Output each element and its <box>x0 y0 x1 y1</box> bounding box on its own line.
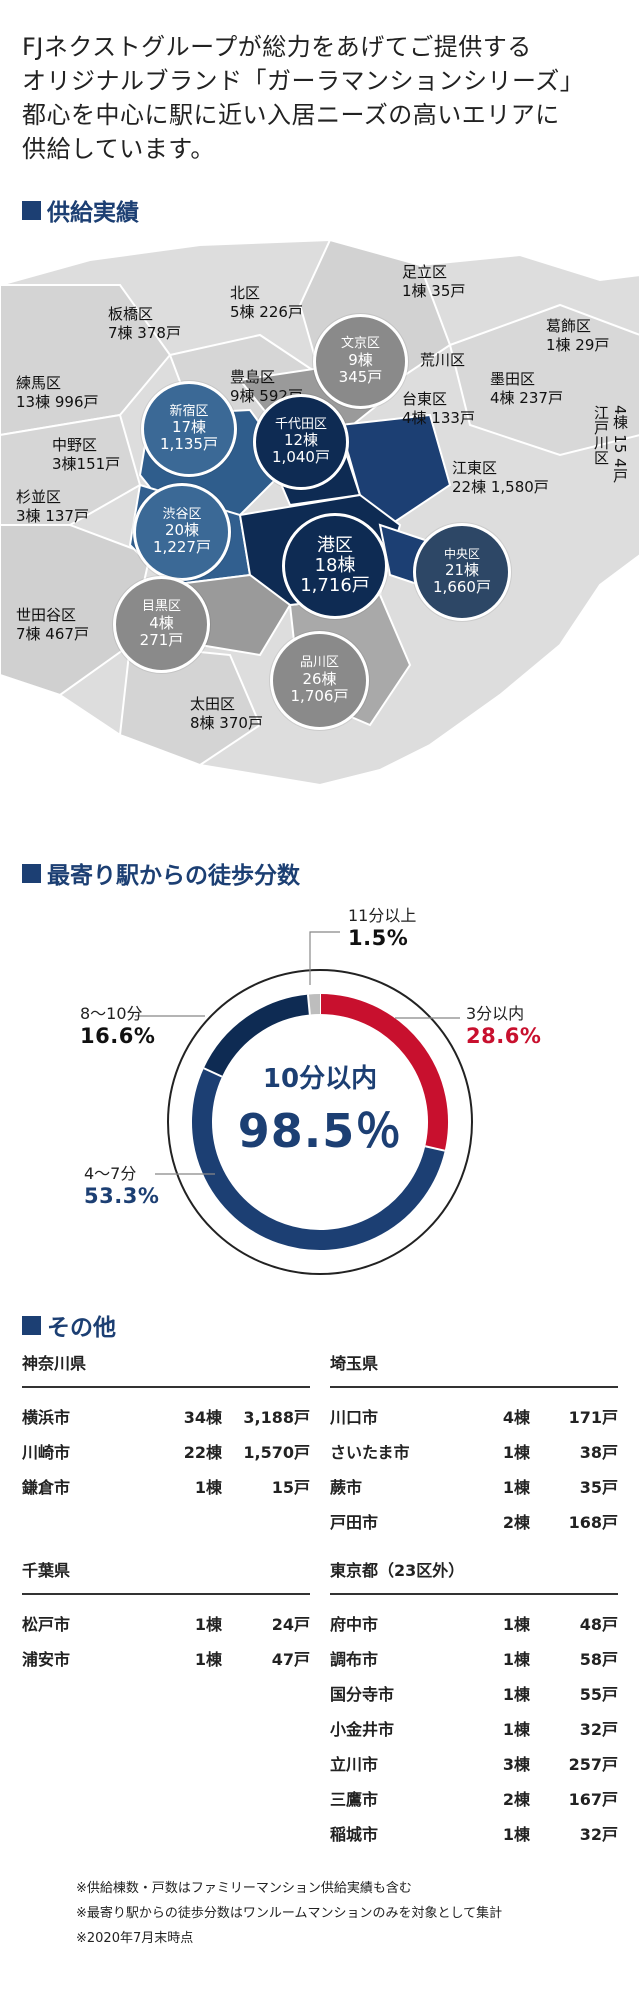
other-section-title: その他 <box>22 1308 116 1342</box>
donut-outer-ring <box>167 969 473 1275</box>
table-row: 鎌倉市 1棟 15戸 <box>22 1477 310 1497</box>
table-saitama: 埼玉県 川口市 4棟 171戸 さいたま市 1棟 38戸 蕨市 1棟 35戸 戸田市 2棟 16… <box>330 1350 618 1538</box>
table-row: 立川市 3棟 257戸 <box>330 1754 618 1774</box>
label-8-10min: 8〜10分 16.6% <box>80 1000 155 1048</box>
section-title-text: 最寄り駅からの徒歩分数 <box>47 863 300 889</box>
table-row: 横浜市 34棟 3,188戸 <box>22 1407 310 1427</box>
ward-edogawa: 江戸川区 4棟 15 4戸 <box>592 405 629 483</box>
ward-sumida: 墨田区 4棟 237戸 <box>490 370 563 407</box>
bubble-minato: 港区 18棟 1,716戸 <box>282 513 388 619</box>
square-bullet-icon <box>22 1315 41 1335</box>
section-title-text: 供給実績 <box>47 200 139 226</box>
pref-title: 埼玉県 <box>330 1350 618 1388</box>
segment-separator <box>203 1067 223 1078</box>
table-tokyo: 東京都（23区外） 府中市 1棟 48戸 調布市 1棟 58戸 国分寺市 1棟 55戸 小金… <box>330 1557 618 1850</box>
table-row: 川口市 4棟 171戸 <box>330 1407 618 1427</box>
segment-8-10min <box>203 994 311 1077</box>
ward-adachi: 足立区 1棟 35戸 <box>402 263 466 300</box>
ward-ota: 太田区 8棟 370戸 <box>190 695 263 732</box>
value-label: 53.3% <box>84 1184 160 1208</box>
category-label: 8〜10分 <box>80 1004 143 1023</box>
label-11min: 11分以上 1.5% <box>348 902 416 950</box>
ward-itabashi: 板橋区 7棟 378戸 <box>108 305 181 342</box>
intro-line: FJネクストグループが総力をあげてご提供する <box>22 33 532 61</box>
footnote: ※2020年7月末時点 <box>76 1931 194 1946</box>
pref-title: 神奈川県 <box>22 1350 310 1388</box>
bubble-chiyoda: 千代田区 12棟 1,040戸 <box>253 394 349 490</box>
table-row: さいたま市 1棟 38戸 <box>330 1442 618 1462</box>
square-bullet-icon <box>22 200 41 220</box>
donut-center-label: 10分以内 <box>262 1064 378 1094</box>
table-row: 蕨市 1棟 35戸 <box>330 1477 618 1497</box>
label-4-7min: 4〜7分 53.3% <box>84 1160 159 1208</box>
bubble-meguro: 目黒区 4棟 271戸 <box>113 576 210 673</box>
bubble-shinagawa: 品川区 26棟 1,706戸 <box>270 631 369 730</box>
table-row: 府中市 1棟 48戸 <box>330 1614 618 1634</box>
bubble-shibuya: 渋谷区 20棟 1,227戸 <box>133 483 231 581</box>
donut-center-value: 98.5％ <box>237 1104 403 1158</box>
pref-title: 千葉県 <box>22 1557 310 1595</box>
table-row: 稲城市 1棟 32戸 <box>330 1824 618 1844</box>
value-label: 16.6% <box>80 1024 156 1048</box>
segment-separator <box>425 1145 445 1152</box>
table-row: 松戸市 1棟 24戸 <box>22 1614 310 1634</box>
ward-edogawa-name: 江戸川区 <box>592 405 610 465</box>
table-row: 川崎市 22棟 1,570戸 <box>22 1442 310 1462</box>
intro-text: FJネクストグループが総力をあげてご提供する オリジナルブランド「ガーラマンショ… <box>22 30 622 166</box>
value-label: 28.6% <box>466 1024 542 1048</box>
table-row: 浦安市 1棟 47戸 <box>22 1649 310 1669</box>
footnote: ※最寄り駅からの徒歩分数はワンルームマンションのみを対象として集計 <box>76 1906 503 1921</box>
ward-suginami: 杉並区 3棟 137戸 <box>16 488 89 525</box>
value-label: 1.5% <box>348 926 409 950</box>
ward-katsushika: 葛飾区 1棟 29戸 <box>546 317 610 354</box>
footnote: ※供給棟数・戸数はファミリーマンション供給実績も含む <box>76 1881 412 1896</box>
ward-taito: 台東区 4棟 133戸 <box>402 390 475 427</box>
label-3min: 3分以内 28.6% <box>466 1000 541 1048</box>
intro-line: オリジナルブランド「ガーラマンションシリーズ」 <box>22 67 585 95</box>
table-row: 小金井市 1棟 32戸 <box>330 1719 618 1739</box>
bubble-chuo: 中央区 21棟 1,660戸 <box>413 523 511 621</box>
bubble-shinjuku: 新宿区 17棟 1,135戸 <box>141 381 237 477</box>
table-row: 戸田市 2棟 168戸 <box>330 1512 618 1532</box>
ward-arakawa: 荒川区 <box>420 351 466 369</box>
walk-donut-chart <box>167 969 473 1275</box>
table-row: 調布市 1棟 58戸 <box>330 1649 618 1669</box>
ward-edogawa-value: 4棟 15 4戸 <box>611 405 629 483</box>
table-kanagawa: 神奈川県 横浜市 34棟 3,188戸 川崎市 22棟 1,570戸 鎌倉市 1棟 15戸 <box>22 1350 310 1503</box>
table-row: 三鷹市 2棟 167戸 <box>330 1789 618 1809</box>
segment-3min <box>319 994 448 1151</box>
segment-separator <box>306 994 311 1015</box>
intro-line: 供給しています。 <box>22 135 215 163</box>
leader-line-11min <box>309 931 340 985</box>
ward-nerima: 練馬区 13棟 996戸 <box>16 374 99 411</box>
category-label: 4〜7分 <box>84 1164 137 1183</box>
donut-segments <box>192 994 448 1250</box>
section-title-text: その他 <box>47 1315 116 1341</box>
footnotes: ※供給棟数・戸数はファミリーマンション供給実績も含む ※最寄り駅からの徒歩分数は… <box>76 1876 502 1951</box>
ward-setagaya: 世田谷区 7棟 467戸 <box>16 606 89 643</box>
bubble-bunkyo: 文京区 9棟 345戸 <box>313 314 408 409</box>
ward-koto: 江東区 22棟 1,580戸 <box>452 459 549 496</box>
leader-lines <box>135 931 460 1175</box>
square-bullet-icon <box>22 863 41 883</box>
category-label: 11分以上 <box>348 906 417 925</box>
ward-nakano: 中野区 3棟151戸 <box>52 436 121 473</box>
intro-line: 都心を中心に駅に近い入居ニーズの高いエリアに <box>22 101 560 129</box>
table-chiba: 千葉県 松戸市 1棟 24戸 浦安市 1棟 47戸 <box>22 1557 310 1675</box>
table-row: 国分寺市 1棟 55戸 <box>330 1684 618 1704</box>
donut-center: 10分以内 98.5％ <box>160 1058 480 1161</box>
walk-section-title: 最寄り駅からの徒歩分数 <box>22 856 300 890</box>
segment-4-7min <box>192 1068 445 1250</box>
category-label: 3分以内 <box>466 1004 525 1023</box>
pref-title: 東京都（23区外） <box>330 1557 618 1595</box>
ward-kita: 北区 5棟 226戸 <box>230 284 303 321</box>
supply-section-title: 供給実績 <box>22 193 139 227</box>
